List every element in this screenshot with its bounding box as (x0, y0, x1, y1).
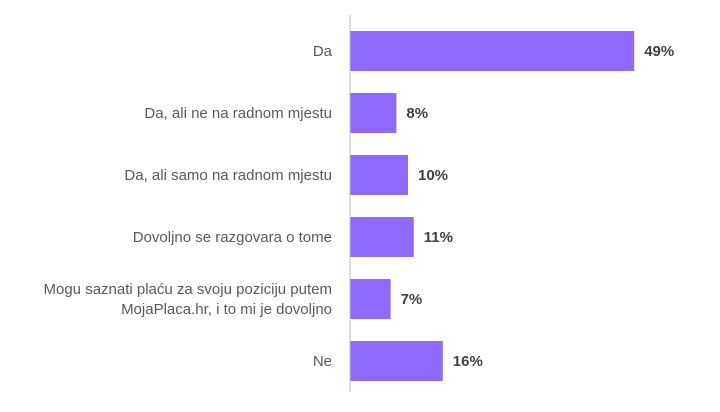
bar-2 (350, 155, 408, 195)
category-label-line: Dovoljno se razgovara o tome (133, 229, 332, 246)
category-label-0: Da (313, 43, 333, 60)
bar-0 (350, 31, 635, 71)
bars-group (350, 31, 635, 381)
category-label-2: Da, ali samo na radnom mjestu (124, 167, 332, 184)
bar-1 (350, 93, 397, 133)
bar-5 (350, 341, 443, 381)
bar-4 (350, 279, 391, 319)
value-labels-group: 49% 8% 10% 11% 7% 16% (401, 43, 675, 370)
category-label-line: Da, ali samo na radnom mjestu (124, 167, 332, 184)
bar-3 (350, 217, 414, 257)
category-label-line: Da (313, 43, 333, 60)
category-label-line: Da, ali ne na radnom mjestu (144, 105, 332, 122)
category-label-line: Ne (313, 353, 332, 370)
value-label-3: 11% (424, 229, 453, 246)
category-label-3: Dovoljno se razgovara o tome (133, 229, 332, 246)
category-labels-group: Da Da, ali ne na radnom mjestu Da, ali sam… (44, 43, 333, 370)
value-label-4: 7% (401, 291, 423, 308)
category-label-5: Ne (313, 353, 332, 370)
value-label-0: 49% (644, 43, 674, 60)
category-label-1: Da, ali ne na radnom mjestu (144, 105, 332, 122)
value-label-5: 16% (453, 353, 483, 370)
category-label-line: Mogu saznati plaću za svoju poziciju put… (44, 281, 333, 298)
value-label-2: 10% (418, 167, 448, 184)
category-label-line: MojaPlaca.hr, i to mi je dovoljno (121, 301, 332, 318)
value-label-1: 8% (406, 105, 428, 122)
category-label-4: Mogu saznati plaću za svoju poziciju put… (44, 281, 333, 318)
